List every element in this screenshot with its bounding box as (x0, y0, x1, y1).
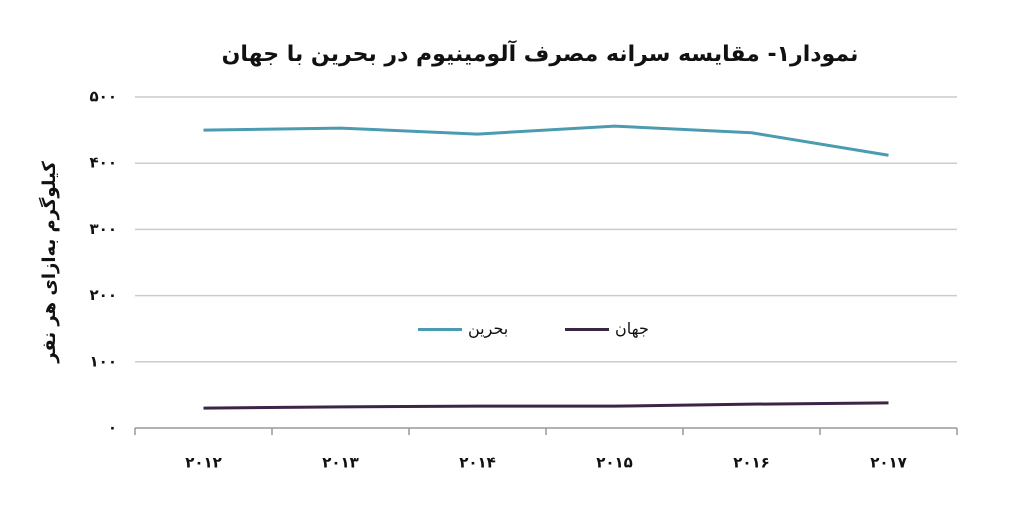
legend-label: بحرین (468, 319, 508, 339)
y-tick-label: ۳۰۰ (90, 220, 117, 238)
x-tick-label: ۲۰۱۲ (185, 454, 222, 472)
data-line (203, 124, 889, 157)
data-line (203, 401, 889, 410)
y-tick-label: ۵۰۰ (90, 88, 117, 106)
y-tick-label: ۴۰۰ (90, 154, 117, 172)
y-tick-label: ۱۰۰ (90, 352, 117, 370)
chart-title: نمودار۱- مقایسه سرانه مصرف آلومینیوم در … (222, 39, 859, 67)
x-tick-label: ۲۰۱۷ (870, 454, 907, 472)
x-tick-label: ۲۰۱۵ (596, 454, 633, 472)
y-axis-label: کیلوگرم به‌ازای هر نفر (38, 161, 60, 364)
x-tick-label: ۲۰۱۶ (733, 454, 770, 472)
x-tick-label: ۲۰۱۴ (459, 454, 496, 472)
legend-label: جهان (615, 319, 649, 339)
y-tick-label: ۰ (108, 419, 117, 437)
y-tick-label: ۲۰۰ (90, 286, 117, 304)
x-tick-label: ۲۰۱۳ (322, 454, 359, 472)
